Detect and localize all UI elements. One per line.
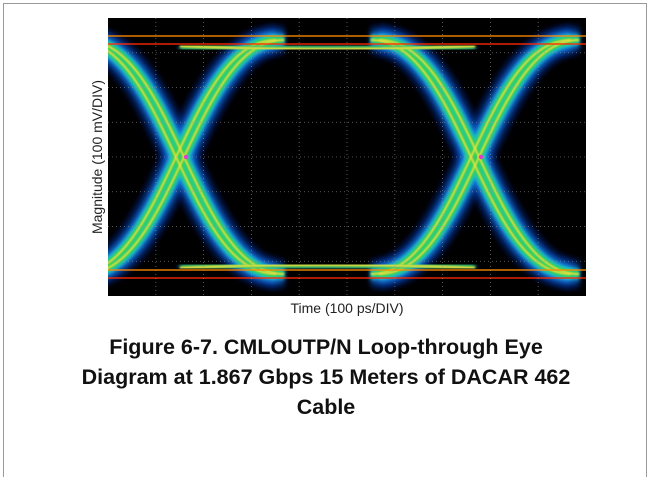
crossing-marker-0 (183, 154, 189, 160)
caption-line-3: Cable (296, 395, 356, 419)
caption-line-2: Diagram at 1.867 Gbps 15 Meters of DACAR… (81, 365, 571, 389)
eye-inner-edge-0-2 (179, 44, 476, 51)
figure-caption: Figure 6-7. CMLOUTP/N Loop-through Eye D… (20, 332, 632, 422)
y-axis-label: Magnitude (100 mV/DIV) (89, 79, 105, 235)
crossing-marker-1 (478, 154, 484, 160)
x-axis-label: Time (100 ps/DIV) (290, 300, 404, 316)
page-frame (3, 3, 647, 477)
caption-line-1: Figure 6-7. CMLOUTP/N Loop-through Eye (109, 335, 543, 359)
eye-inner-edge-1-2 (179, 263, 476, 270)
eye-diagram-canvas (108, 18, 586, 296)
eye-diagram-plot (108, 18, 586, 296)
